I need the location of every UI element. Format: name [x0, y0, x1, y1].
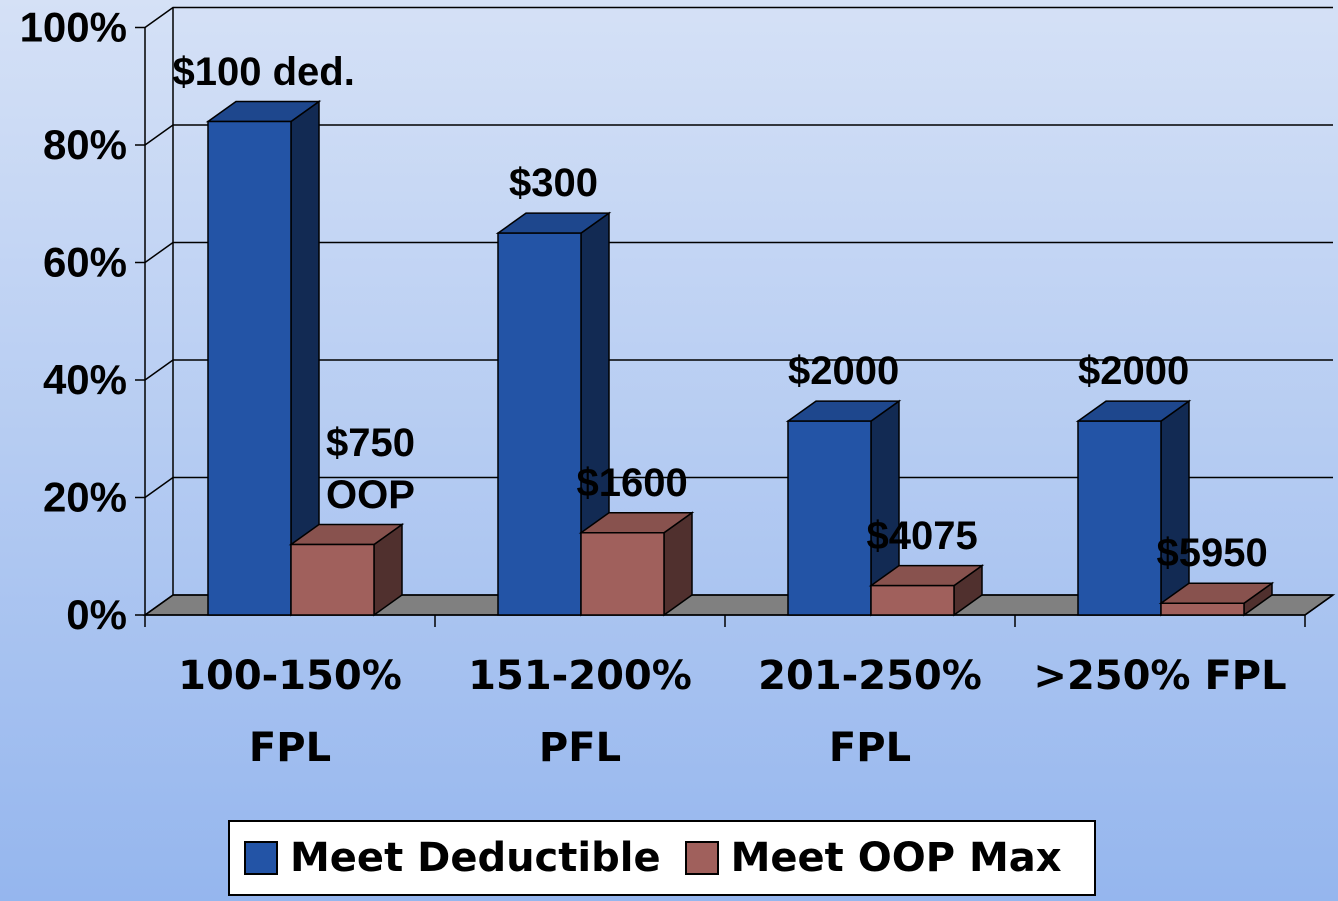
grid-line	[144, 124, 1333, 146]
annotation: $1600	[576, 460, 688, 505]
bar-front	[1160, 602, 1245, 616]
y-tick-label: 0%	[66, 591, 127, 638]
legend: Meet Deductible Meet OOP Max	[228, 820, 1096, 896]
legend-item: Meet OOP Max	[684, 835, 1062, 881]
bar-front	[290, 543, 375, 616]
grid-line	[144, 241, 1333, 264]
legend-label: Meet Deductible	[290, 835, 661, 881]
legend-label: Meet OOP Max	[730, 835, 1062, 881]
annotation: $2000	[1078, 349, 1190, 394]
y-tick-label: 80%	[43, 121, 127, 168]
y-tick-label: 20%	[43, 474, 127, 521]
bar-side	[1160, 399, 1190, 617]
grid-line	[144, 359, 1333, 381]
annotation: $300	[509, 161, 598, 206]
bar	[868, 564, 985, 617]
bar	[288, 523, 405, 617]
bar-front	[787, 420, 872, 616]
bar	[205, 100, 322, 617]
annotation: $4075	[866, 513, 978, 558]
x-tick-label: 100-150% FPL	[178, 653, 402, 771]
grid-line	[144, 6, 1333, 29]
y-tick-label: 40%	[43, 356, 127, 403]
floor-right-edge	[1304, 594, 1334, 616]
bar-front	[1077, 420, 1162, 616]
legend-swatch	[244, 841, 278, 875]
bar-front	[207, 120, 292, 616]
legend-item: Meet Deductible	[244, 835, 661, 881]
bar	[785, 399, 902, 617]
x-tick-label: >250% FPL	[1033, 653, 1287, 699]
bar-front	[870, 584, 955, 616]
annotation: $5950	[1156, 531, 1268, 576]
bar	[495, 211, 612, 617]
x-tick-label: 151-200% PFL	[468, 653, 692, 771]
y-tick-label: 100%	[20, 4, 127, 51]
annotation: $100 ded.	[172, 49, 355, 94]
bar-front	[497, 232, 582, 616]
annotation: $750 OOP	[326, 420, 415, 517]
bar	[1075, 399, 1192, 617]
bar-front	[580, 532, 665, 616]
bar	[578, 511, 695, 617]
y-tick-label: 60%	[43, 239, 127, 286]
bar	[1158, 581, 1275, 617]
x-tick-label: 201-250% FPL	[758, 653, 982, 771]
grid-line	[144, 476, 1333, 499]
legend-swatch	[684, 841, 719, 875]
annotation: $2000	[788, 349, 900, 394]
